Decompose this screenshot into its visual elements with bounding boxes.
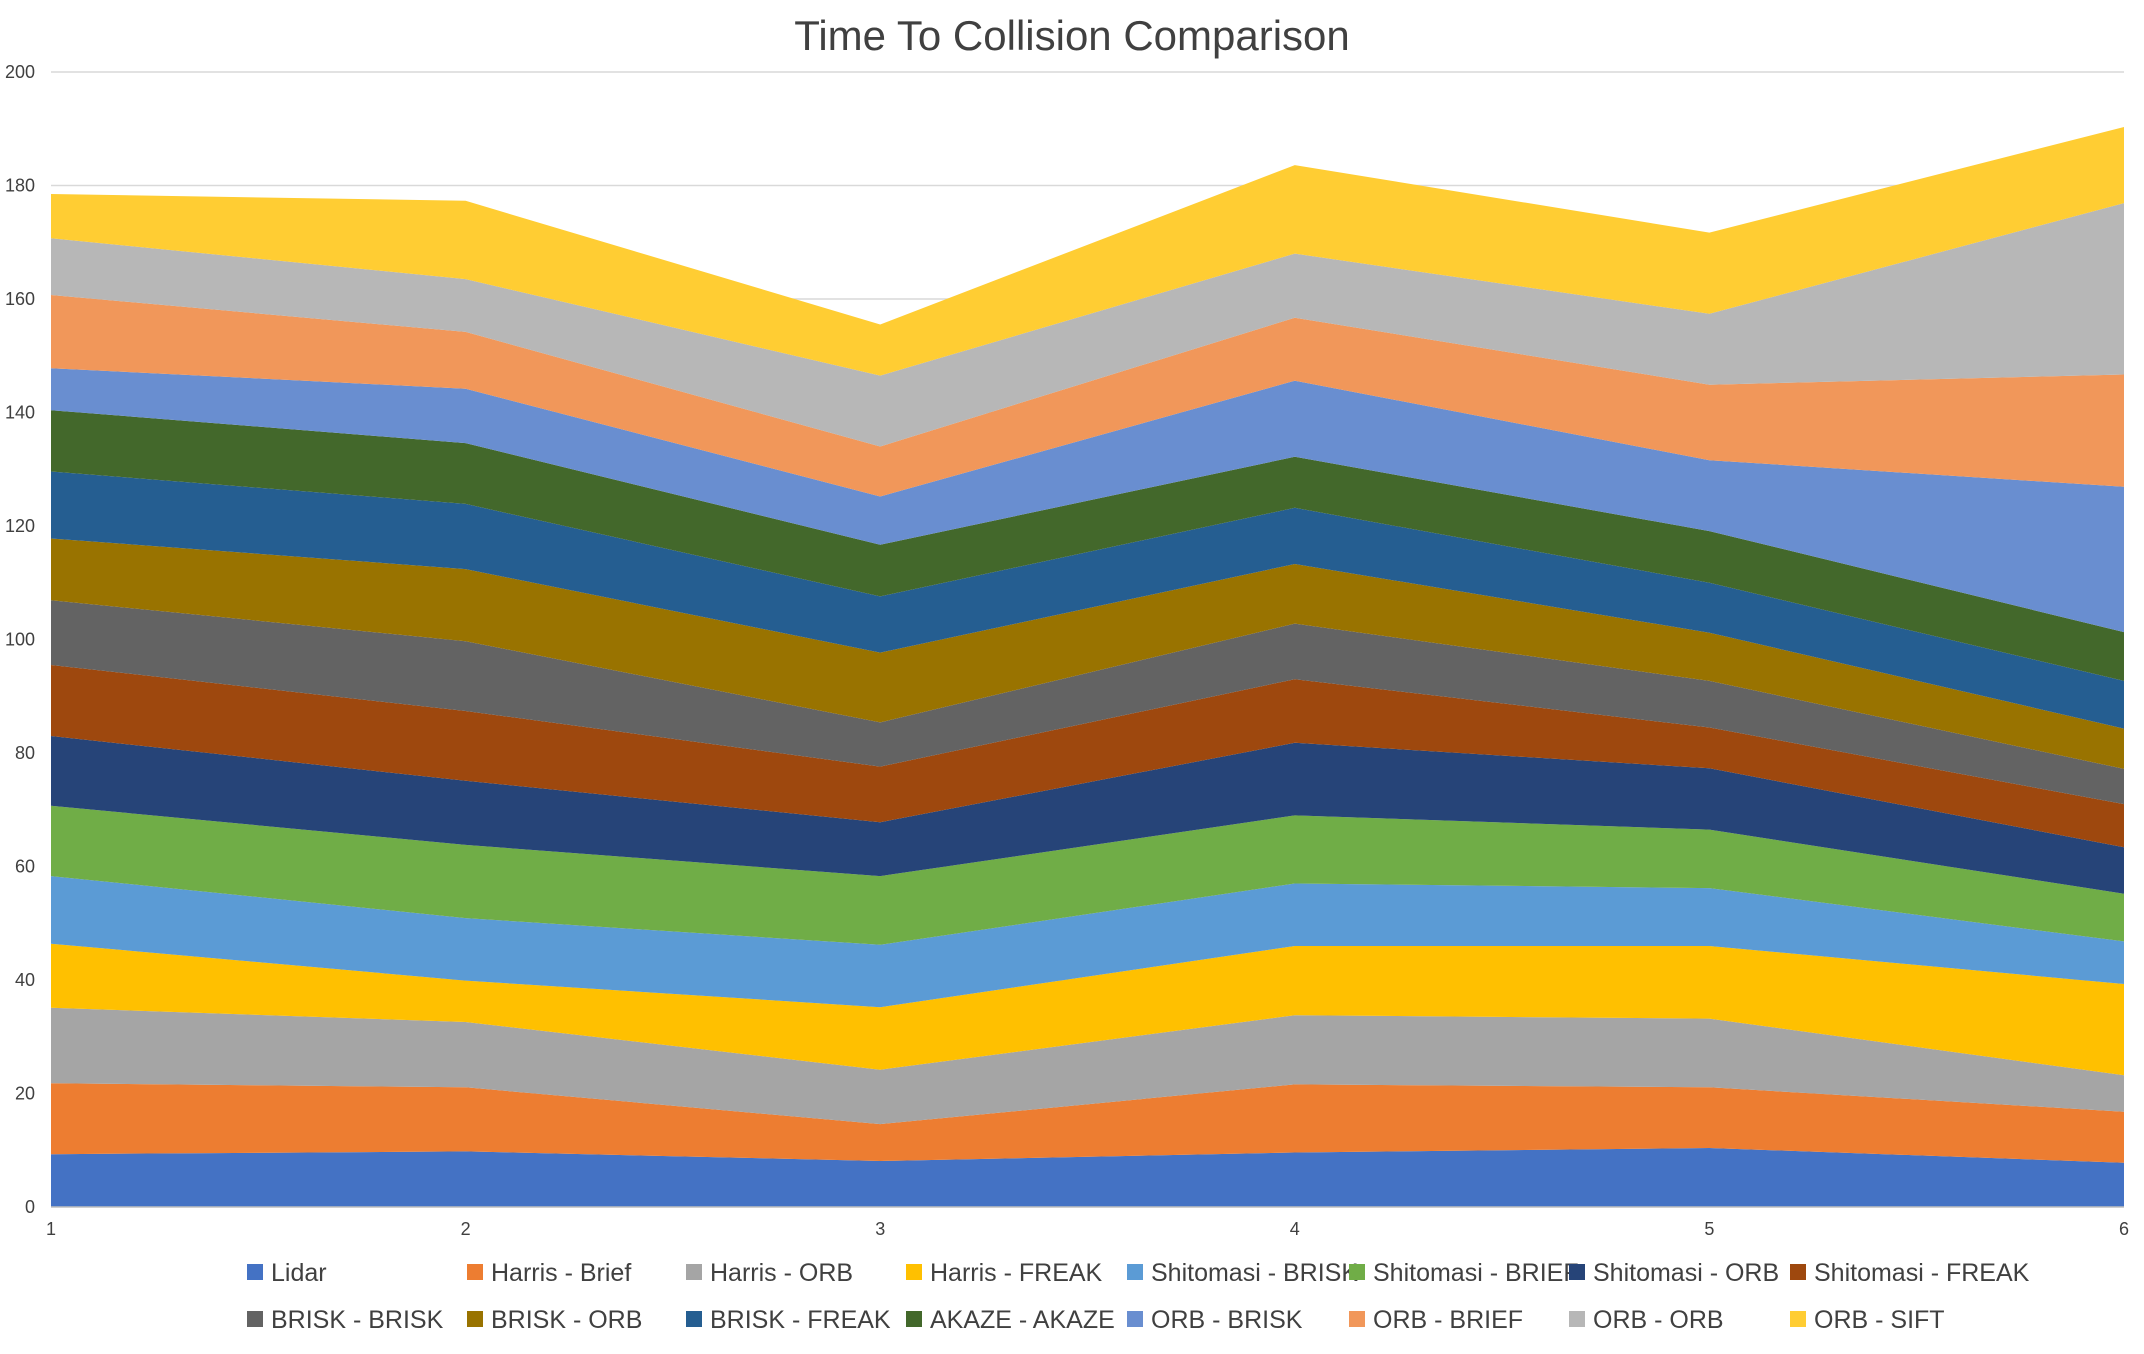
area-harris-brief bbox=[51, 1083, 2124, 1163]
legend-swatch bbox=[1790, 1311, 1806, 1327]
area-akaze-akaze bbox=[51, 410, 2124, 681]
area-orb-sift bbox=[51, 127, 2124, 376]
y-tick-label: 0 bbox=[25, 1197, 35, 1217]
axes: 0 20 40 60 80 100 120 140 160 180 200 1 2 3 4 5 6 bbox=[5, 62, 2129, 1239]
area-brisk-freak bbox=[51, 471, 2124, 729]
area-series bbox=[51, 127, 2124, 1207]
x-tick-label: 4 bbox=[1290, 1219, 1300, 1239]
legend-label: ORB - ORB bbox=[1593, 1306, 1724, 1334]
legend-item-brisk-orb: BRISK - ORB bbox=[467, 1306, 642, 1334]
area-brisk-brisk bbox=[51, 600, 2124, 805]
chart-title: Time To Collision Comparison bbox=[794, 12, 1350, 59]
legend-item-harris-orb: Harris - ORB bbox=[686, 1259, 853, 1287]
legend-label: Shitomasi - BRISK bbox=[1151, 1259, 1358, 1287]
legend-swatch bbox=[686, 1311, 702, 1327]
area-shitomasi-orb bbox=[51, 736, 2124, 894]
legend-label: Harris - FREAK bbox=[930, 1259, 1103, 1287]
legend-label: BRISK - BRISK bbox=[271, 1306, 444, 1334]
x-tick-label: 5 bbox=[1704, 1219, 1714, 1239]
legend-item-orb-brief: ORB - BRIEF bbox=[1349, 1306, 1523, 1334]
y-tick-label: 180 bbox=[5, 176, 35, 196]
y-tick-label: 80 bbox=[15, 743, 35, 763]
legend-label: BRISK - ORB bbox=[491, 1306, 642, 1334]
legend-label: Harris - ORB bbox=[710, 1259, 853, 1287]
legend-label: Harris - Brief bbox=[491, 1259, 631, 1287]
area-orb-brisk bbox=[51, 368, 2124, 633]
x-tick-label: 1 bbox=[46, 1219, 56, 1239]
area-orb-orb bbox=[51, 203, 2124, 447]
legend-label: ORB - SIFT bbox=[1814, 1306, 1945, 1334]
legend-item-orb-orb: ORB - ORB bbox=[1569, 1306, 1724, 1334]
legend-label: ORB - BRIEF bbox=[1373, 1306, 1523, 1334]
area-brisk-orb bbox=[51, 538, 2124, 769]
legend-swatch bbox=[1127, 1311, 1143, 1327]
legend-swatch bbox=[1349, 1264, 1365, 1280]
legend-swatch bbox=[1349, 1311, 1365, 1327]
legend-item-orb-sift: ORB - SIFT bbox=[1790, 1306, 1945, 1334]
legend-item-harris-brief: Harris - Brief bbox=[467, 1259, 631, 1287]
y-tick-label: 140 bbox=[5, 403, 35, 423]
x-tick-label: 2 bbox=[461, 1219, 471, 1239]
legend-swatch bbox=[467, 1311, 483, 1327]
legend-item-brisk-brisk: BRISK - BRISK bbox=[247, 1306, 444, 1334]
legend-item-brisk-freak: BRISK - FREAK bbox=[686, 1306, 891, 1334]
legend-item-harris-freak: Harris - FREAK bbox=[906, 1259, 1103, 1287]
legend-swatch bbox=[1790, 1264, 1806, 1280]
legend-swatch bbox=[906, 1264, 922, 1280]
legend: Lidar Harris - Brief Harris - ORB Harris - … bbox=[247, 1259, 2030, 1334]
legend-label: Lidar bbox=[271, 1259, 327, 1287]
legend-item-akaze-akaze: AKAZE - AKAZE bbox=[906, 1306, 1115, 1334]
area-lidar bbox=[51, 1148, 2124, 1207]
legend-swatch bbox=[1127, 1264, 1143, 1280]
legend-item-shitomasi-brisk: Shitomasi - BRISK bbox=[1127, 1259, 1358, 1287]
x-tick-label: 6 bbox=[2119, 1219, 2129, 1239]
y-tick-label: 160 bbox=[5, 289, 35, 309]
y-tick-label: 40 bbox=[15, 970, 35, 990]
legend-swatch bbox=[467, 1264, 483, 1280]
y-tick-label: 20 bbox=[15, 1084, 35, 1104]
legend-item-shitomasi-freak: Shitomasi - FREAK bbox=[1790, 1259, 2030, 1287]
area-shitomasi-brisk bbox=[51, 876, 2124, 1008]
legend-item-lidar: Lidar bbox=[247, 1259, 327, 1287]
legend-item-shitomasi-orb: Shitomasi - ORB bbox=[1569, 1259, 1779, 1287]
legend-swatch bbox=[906, 1311, 922, 1327]
area-shitomasi-brief bbox=[51, 805, 2124, 945]
legend-swatch bbox=[247, 1311, 263, 1327]
legend-swatch bbox=[1569, 1264, 1585, 1280]
legend-item-orb-brisk: ORB - BRISK bbox=[1127, 1306, 1303, 1334]
x-tick-label: 3 bbox=[875, 1219, 885, 1239]
y-tick-label: 60 bbox=[15, 857, 35, 877]
y-tick-label: 200 bbox=[5, 62, 35, 82]
legend-swatch bbox=[1569, 1311, 1585, 1327]
area-orb-brief bbox=[51, 295, 2124, 497]
legend-item-shitomasi-brief: Shitomasi - BRIEF bbox=[1349, 1259, 1579, 1287]
legend-swatch bbox=[247, 1264, 263, 1280]
y-tick-label: 120 bbox=[5, 516, 35, 536]
legend-label: AKAZE - AKAZE bbox=[930, 1306, 1115, 1334]
legend-label: BRISK - FREAK bbox=[710, 1306, 891, 1334]
legend-label: ORB - BRISK bbox=[1151, 1306, 1303, 1334]
area-harris-orb bbox=[51, 1007, 2124, 1125]
legend-label: Shitomasi - FREAK bbox=[1814, 1259, 2030, 1287]
legend-label: Shitomasi - ORB bbox=[1593, 1259, 1779, 1287]
area-shitomasi-freak bbox=[51, 665, 2124, 848]
y-tick-label: 100 bbox=[5, 630, 35, 650]
legend-label: Shitomasi - BRIEF bbox=[1373, 1259, 1579, 1287]
area-harris-freak bbox=[51, 943, 2124, 1076]
legend-swatch bbox=[686, 1264, 702, 1280]
